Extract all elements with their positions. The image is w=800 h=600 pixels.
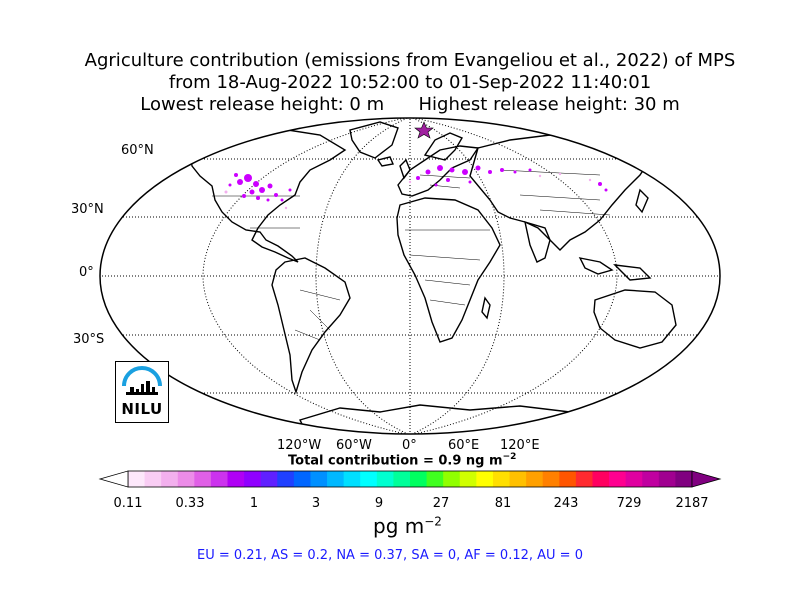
- total-contribution: Total contribution = 0.9 ng m−2: [288, 452, 516, 468]
- colorbar-cell: [542, 471, 560, 487]
- lon-label-60w: 60°W: [336, 438, 372, 453]
- lon-label-120e: 120°E: [500, 438, 540, 453]
- colorbar-cell: [244, 471, 262, 487]
- lowest-release-height: Lowest release height: 0 m: [140, 94, 385, 115]
- colorbar-unit-text: pg m: [373, 514, 425, 538]
- colorbar-tick-2: 1: [249, 496, 259, 511]
- region-summary: EU = 0.21, AS = 0.2, NA = 0.37, SA = 0, …: [197, 548, 583, 563]
- colorbar-tick-0: 0.11: [113, 496, 143, 511]
- colorbar-cell: [459, 471, 477, 487]
- colorbar-cell: [559, 471, 577, 487]
- colorbar-cell: [658, 471, 676, 487]
- country-borders: [212, 169, 611, 341]
- total-contribution-exp: −2: [502, 452, 517, 462]
- lat-label-0: 0°: [79, 265, 94, 280]
- colorbar-cell: [227, 471, 245, 487]
- colorbar-cell: [360, 471, 378, 487]
- colorbar-cell: [144, 471, 162, 487]
- nilu-logo-icon: [122, 366, 162, 395]
- colorbar-cell: [343, 471, 361, 487]
- colorbar-cell: [410, 471, 428, 487]
- colorbar-cell: [609, 471, 627, 487]
- highest-release-height: Highest release height: 30 m: [418, 94, 680, 115]
- lon-label-120w: 120°W: [277, 438, 322, 453]
- colorbar-cell: [393, 471, 411, 487]
- colorbar-cell: [293, 471, 311, 487]
- lon-label-0: 0°: [402, 438, 417, 453]
- colorbar-tick-9: 2187: [675, 496, 709, 511]
- colorbar-cell: [575, 471, 593, 487]
- colorbar-cell: [492, 471, 511, 487]
- total-contribution-text: Total contribution = 0.9 ng m: [288, 453, 503, 469]
- deposition-field: [228, 165, 608, 202]
- map-content: [100, 118, 720, 434]
- colorbar-cell: [161, 471, 179, 487]
- colorbar-cell: [625, 471, 643, 487]
- colorbar-cell: [426, 471, 444, 487]
- lat-label-30n: 30°N: [71, 202, 104, 217]
- colorbar-cell: [194, 471, 212, 487]
- colorbar-cell: [526, 471, 544, 487]
- colorbar-tick-6: 81: [494, 496, 512, 511]
- colorbar-cell: [592, 471, 610, 487]
- colorbar-cell: [376, 471, 394, 487]
- lon-label-60e: 60°E: [448, 438, 480, 453]
- title-line-2: from 18-Aug-2022 10:52:00 to 01-Sep-2022…: [168, 72, 652, 93]
- colorbar-cell: [675, 471, 693, 487]
- colorbar-cell: [327, 471, 345, 487]
- colorbar-max-arrow: [691, 470, 722, 488]
- nilu-logo-text: NILU: [121, 400, 163, 418]
- title-line-3: Lowest release height: 0 m Highest relea…: [0, 94, 800, 116]
- lat-label-30s: 30°S: [73, 332, 105, 347]
- colorbar-cell: [509, 471, 527, 487]
- colorbar-cell: [277, 471, 295, 487]
- nilu-logo: NILU: [115, 361, 169, 423]
- colorbar-tick-8: 729: [616, 496, 642, 511]
- globe-outline: [99, 117, 721, 435]
- colorbar-min-arrow: [98, 470, 129, 488]
- colorbar-cell: [642, 471, 660, 487]
- deposition-field-light: [224, 172, 592, 210]
- colorbar-cell: [260, 471, 278, 487]
- source-star-icon: [414, 121, 434, 139]
- colorbar-cell: [210, 471, 229, 487]
- colorbar-tick-7: 243: [553, 496, 579, 511]
- colorbar-tick-3: 3: [311, 496, 321, 511]
- colorbar-tick-5: 27: [432, 496, 450, 511]
- title-line-1: Agriculture contribution (emissions from…: [84, 50, 736, 71]
- colorbar-cell: [476, 471, 494, 487]
- colorbar-cell: [443, 471, 461, 487]
- colorbar-tick-4: 9: [374, 496, 384, 511]
- colorbar-cells: [127, 470, 693, 488]
- lat-label-60n: 60°N: [121, 143, 154, 158]
- colorbar-tick-1: 0.33: [175, 496, 205, 511]
- colorbar-unit: pg m−2: [373, 514, 442, 538]
- colorbar-unit-exp: −2: [424, 514, 442, 529]
- colorbar-cell: [128, 471, 146, 487]
- colorbar-cell: [177, 471, 195, 487]
- colorbar-cell: [310, 471, 328, 487]
- longitude-gridlines: [202, 118, 618, 434]
